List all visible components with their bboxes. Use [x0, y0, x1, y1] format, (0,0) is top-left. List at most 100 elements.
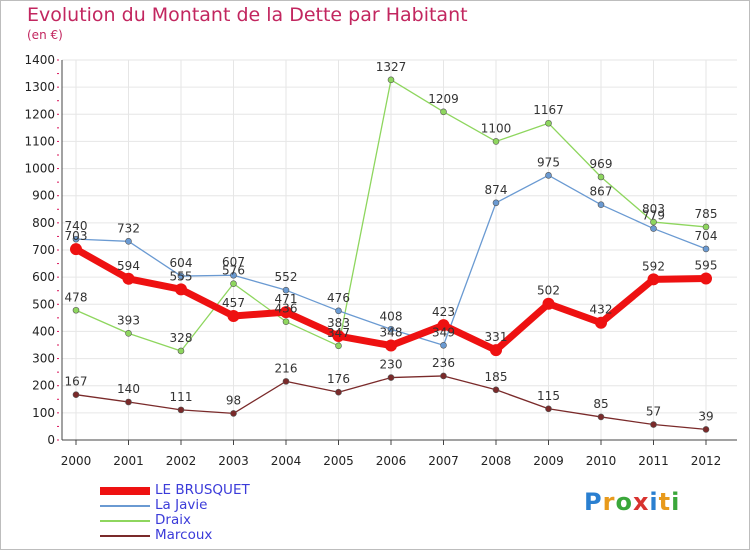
x-tick-label: 2011: [638, 454, 669, 468]
x-tick-label: 2009: [533, 454, 564, 468]
data-label: 185: [485, 370, 508, 384]
data-label: 167: [65, 375, 88, 389]
y-tick-label: 0: [47, 433, 55, 447]
data-point: [387, 76, 395, 84]
data-point: [597, 173, 605, 181]
data-label: 349: [432, 325, 455, 339]
data-label: 595: [695, 259, 718, 273]
data-point: [440, 108, 447, 116]
y-tick-label: 1000: [24, 162, 55, 176]
data-point: [70, 243, 82, 256]
data-label: 216: [275, 361, 298, 375]
data-point: [387, 374, 395, 381]
data-label: 98: [226, 393, 241, 407]
data-label: 607: [222, 255, 245, 269]
data-label: 331: [485, 330, 508, 344]
data-point: [440, 341, 447, 349]
data-point: [702, 426, 710, 433]
x-tick-label: 2010: [586, 454, 617, 468]
data-point: [385, 339, 397, 352]
data-label: 236: [432, 356, 455, 370]
data-point: [230, 271, 237, 279]
proxiti-logo: Proxiti: [584, 488, 681, 516]
data-point: [125, 330, 132, 337]
data-point: [542, 297, 555, 310]
data-point: [650, 421, 657, 428]
y-tick-label: 600: [32, 270, 55, 284]
x-tick-label: 2004: [271, 454, 302, 468]
data-label: 348: [380, 326, 403, 340]
x-tick-label: 2006: [376, 454, 407, 468]
data-point: [72, 306, 80, 314]
legend-swatch: [100, 487, 150, 495]
y-tick-label: 300: [32, 352, 55, 366]
data-label: 604: [170, 256, 193, 270]
data-label: 393: [117, 313, 140, 327]
data-point: [597, 201, 605, 208]
data-point: [125, 238, 132, 245]
data-label: 230: [380, 358, 403, 372]
x-tick-label: 2001: [113, 454, 144, 468]
y-tick-label: 1300: [24, 80, 55, 94]
x-tick-label: 2002: [166, 454, 197, 468]
data-label: 408: [380, 309, 403, 323]
data-label: 328: [170, 331, 193, 345]
data-label: 592: [642, 259, 665, 273]
data-label: 975: [537, 155, 560, 169]
y-tick-label: 1400: [24, 53, 55, 67]
data-label: 347: [327, 326, 350, 340]
data-label: 432: [590, 303, 613, 317]
data-point: [440, 372, 447, 380]
data-point: [700, 272, 712, 285]
x-tick-label: 2003: [218, 454, 249, 468]
data-label: 502: [537, 284, 560, 298]
legend-label: Draix: [155, 512, 191, 528]
data-label: 383: [327, 316, 350, 330]
data-point: [492, 386, 500, 394]
data-point: [702, 223, 710, 231]
x-tick-label: 2005: [323, 454, 354, 468]
legend-label: Marcoux: [155, 527, 213, 543]
data-label: 779: [642, 209, 665, 223]
data-point: [125, 398, 132, 406]
data-point: [230, 280, 237, 287]
data-label: 703: [65, 229, 88, 243]
data-point: [282, 318, 290, 325]
data-point: [122, 272, 135, 285]
data-label: 471: [275, 292, 298, 306]
chart-unit: (en €): [27, 28, 63, 42]
y-tick-label: 500: [32, 297, 55, 311]
data-point: [597, 413, 605, 421]
data-label: 457: [222, 296, 245, 310]
data-label: 1167: [533, 103, 564, 117]
data-point: [702, 245, 710, 253]
data-point: [545, 119, 552, 127]
y-tick-label: 200: [32, 379, 55, 393]
data-label: 111: [170, 390, 193, 404]
x-tick-label: 2012: [691, 454, 722, 468]
data-label: 478: [65, 290, 88, 304]
y-tick-label: 100: [32, 406, 55, 420]
data-label: 704: [695, 229, 718, 243]
data-label: 1100: [481, 121, 512, 135]
x-tick-label: 2000: [61, 454, 92, 468]
data-label: 740: [65, 219, 88, 233]
data-label: 785: [695, 207, 718, 221]
data-label: 423: [432, 305, 455, 319]
data-label: 803: [642, 202, 665, 216]
data-label: 115: [537, 389, 560, 403]
data-point: [175, 283, 187, 296]
data-point: [335, 342, 342, 350]
legend-label: LE BRUSQUET: [155, 482, 250, 498]
chart-title: Evolution du Montant de la Dette par Hab…: [27, 4, 468, 26]
y-tick-label: 800: [32, 216, 55, 230]
data-point: [335, 388, 342, 396]
legend-swatch: [100, 535, 150, 537]
data-point: [387, 325, 395, 333]
data-point: [72, 391, 80, 398]
data-point: [335, 307, 342, 315]
data-label: 867: [590, 185, 613, 199]
data-label: 732: [117, 221, 140, 235]
y-tick-label: 900: [32, 189, 55, 203]
